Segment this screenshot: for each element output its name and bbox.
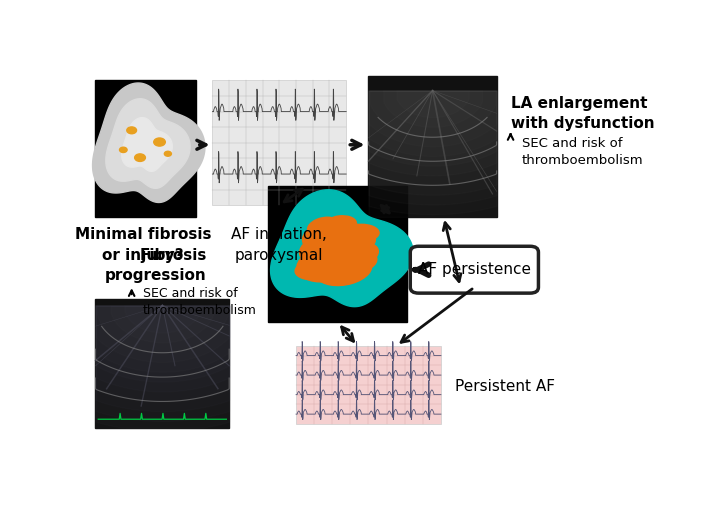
Circle shape: [127, 127, 137, 134]
Ellipse shape: [324, 228, 375, 257]
Ellipse shape: [328, 248, 377, 273]
Bar: [96, 299, 229, 428]
Ellipse shape: [338, 242, 378, 266]
Text: Fibrosis
progression: Fibrosis progression: [105, 248, 207, 283]
Text: SEC and risk of
thromboembolism: SEC and risk of thromboembolism: [143, 287, 257, 317]
Bar: [213, 80, 346, 205]
Ellipse shape: [308, 217, 339, 236]
Bar: [268, 186, 408, 322]
Ellipse shape: [316, 254, 372, 285]
Ellipse shape: [300, 234, 341, 262]
Polygon shape: [106, 99, 190, 188]
Ellipse shape: [325, 216, 357, 232]
Bar: [96, 80, 196, 217]
Text: SEC and risk of
thromboembolism: SEC and risk of thromboembolism: [522, 137, 644, 167]
Ellipse shape: [303, 220, 362, 252]
Polygon shape: [270, 190, 413, 307]
Ellipse shape: [344, 224, 379, 241]
Circle shape: [134, 154, 145, 161]
Text: LA enlargement
with dysfunction: LA enlargement with dysfunction: [510, 96, 654, 131]
Circle shape: [154, 138, 165, 146]
FancyBboxPatch shape: [411, 246, 539, 293]
Circle shape: [119, 147, 127, 153]
Text: AF persistence: AF persistence: [418, 262, 531, 277]
Text: Minimal fibrosis
or injury?: Minimal fibrosis or injury?: [75, 227, 211, 263]
Bar: [368, 77, 497, 217]
Text: Persistent AF: Persistent AF: [455, 379, 555, 394]
Ellipse shape: [295, 260, 334, 280]
Text: AF initiation,
paroxysmal: AF initiation, paroxysmal: [232, 227, 327, 263]
Polygon shape: [93, 83, 205, 202]
Ellipse shape: [297, 245, 361, 282]
Circle shape: [165, 151, 171, 156]
Bar: [296, 346, 441, 424]
Polygon shape: [122, 118, 173, 171]
